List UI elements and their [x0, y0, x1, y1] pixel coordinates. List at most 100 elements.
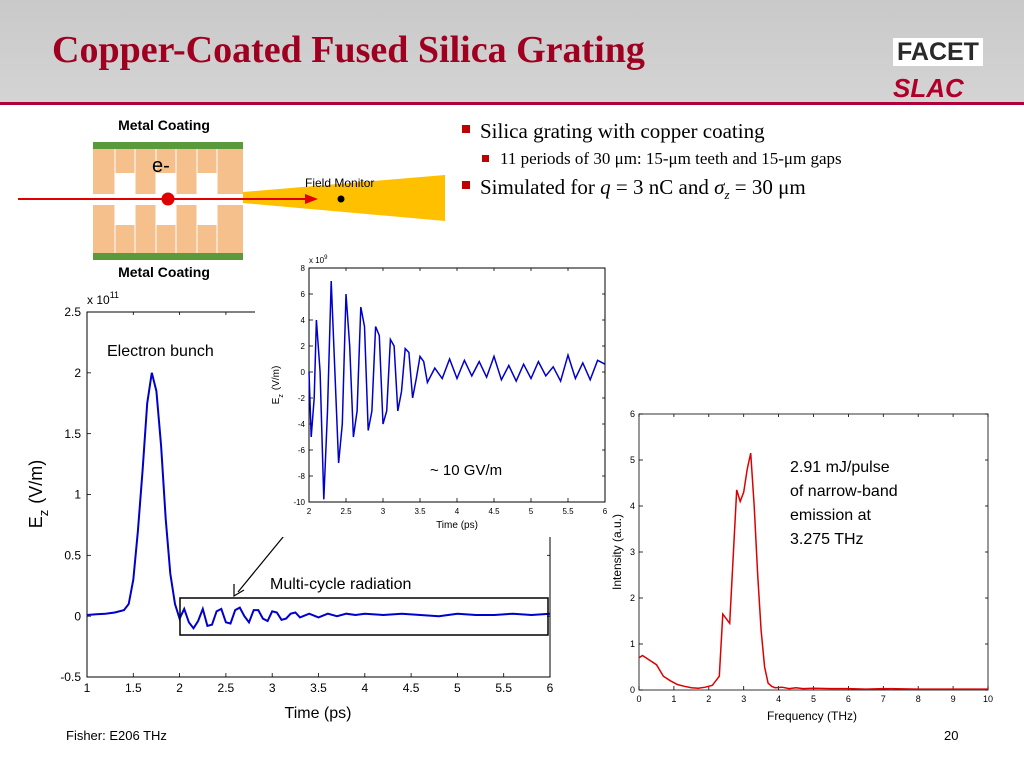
- spectrum-x-label: Frequency (THz): [767, 709, 857, 723]
- inset-series-line: [308, 280, 606, 500]
- svg-text:Ez(V/m): Ez(V/m): [271, 366, 285, 405]
- bullet-text-post: = 30 μm: [729, 175, 806, 199]
- bullet-item: Simulated for q = 3 nC and σz = 30 μm: [462, 172, 1002, 210]
- x-tick-label: 3.5: [310, 681, 327, 695]
- copper-coating-top: [93, 142, 243, 149]
- energy-annotation: 2.91 mJ/pulse of narrow-band emission at…: [790, 459, 898, 548]
- y-tick-label: 0: [630, 685, 635, 695]
- sigma-subscript: z: [724, 187, 730, 203]
- y-tick-label: 1: [74, 488, 81, 502]
- electron-label: e-: [152, 155, 170, 177]
- sub-bullet-item: 11 periods of 30 μm: 15-μm teeth and 15-…: [462, 146, 1002, 172]
- svg-text:of narrow-band: of narrow-band: [790, 483, 898, 500]
- y-tick-label: 0.5: [64, 549, 81, 563]
- bullet-marker-icon: [482, 155, 489, 162]
- grating-diagram: Metal Coating e- Field Monitor Metal Coa…: [18, 117, 445, 280]
- spectrum-series-line: [638, 452, 988, 690]
- spectrum-plot-frame: [638, 413, 989, 691]
- x-tick-label: 4.5: [403, 681, 420, 695]
- x-tick-label: 4: [776, 694, 781, 704]
- x-tick-label: 2: [307, 507, 312, 516]
- y-tick-label: 8: [301, 264, 306, 273]
- x-tick-label: 6: [603, 507, 608, 516]
- field-monitor-point: [337, 195, 345, 203]
- sub-bullet-text: 11 periods of 30 μm: 15-μm teeth and 15-…: [500, 149, 842, 168]
- y-tick-label: -10: [293, 498, 305, 507]
- x-tick-label: 3: [269, 681, 276, 695]
- y-tick-label: 2: [74, 366, 81, 380]
- y-tick-label: 2: [630, 593, 635, 603]
- x-tick-label: 5.5: [562, 507, 574, 516]
- y-tick-label: 6: [301, 290, 306, 299]
- x-tick-label: 2.5: [218, 681, 235, 695]
- x-tick-label: 2.5: [340, 507, 352, 516]
- y-tick-label: 2: [301, 342, 306, 351]
- spectrum-axis-ticks: 0 1 2 3 4 5 6 7 8 9 10 0 1 2 3 4 5 6: [630, 409, 993, 704]
- metal-coating-bottom-label: Metal Coating: [118, 264, 210, 280]
- y-tick-label: -4: [298, 420, 306, 429]
- main-y-exponent: x 1011: [87, 290, 119, 307]
- bullet-marker-icon: [462, 181, 470, 189]
- y-tick-label: -2: [298, 394, 306, 403]
- x-tick-label: 6: [846, 694, 851, 704]
- x-tick-label: 10: [983, 694, 993, 704]
- x-tick-label: 1: [84, 681, 91, 695]
- y-tick-label: -8: [298, 472, 306, 481]
- main-axis-ticks: 1 1.5 2 2.5 3 3.5 4 4.5 5 5.5 6 -0.5 0 0.5 1 1.5 2 2.5: [60, 305, 553, 695]
- y-tick-label: 5: [630, 455, 635, 465]
- field-strength-annotation: ~ 10 GV/m: [430, 462, 502, 479]
- y-tick-label: 0: [74, 609, 81, 623]
- electron-bunch-annotation: Electron bunch: [107, 343, 214, 360]
- main-series-line: [86, 372, 551, 631]
- bullet-list: Silica grating with copper coating 11 pe…: [462, 116, 1002, 210]
- charge-symbol: q: [600, 175, 611, 199]
- bullet-text: Silica grating with copper coating: [480, 119, 765, 143]
- arrowhead-icon: [233, 584, 245, 598]
- svg-text:emission at: emission at: [790, 507, 871, 524]
- bullet-item: Silica grating with copper coating: [462, 116, 1002, 146]
- slac-logo: SLAC: [893, 73, 964, 103]
- svg-text:Ez(V/m): Ez(V/m): [26, 460, 51, 529]
- spectrum-y-label: Intensity (a.u.): [610, 514, 624, 590]
- slide-title: Copper-Coated Fused Silica Grating: [52, 29, 645, 71]
- x-tick-label: 0: [636, 694, 641, 704]
- x-tick-label: 1.5: [125, 681, 142, 695]
- bullet-text-pre: Simulated for: [480, 175, 601, 199]
- y-tick-label: 1.5: [64, 427, 81, 441]
- x-tick-label: 5: [529, 507, 534, 516]
- x-tick-label: 7: [881, 694, 886, 704]
- x-tick-label: 3: [741, 694, 746, 704]
- x-tick-label: 9: [951, 694, 956, 704]
- x-tick-label: 6: [547, 681, 554, 695]
- x-tick-label: 2: [176, 681, 183, 695]
- electron-bunch-dot: [161, 192, 175, 206]
- facet-logo: FACET: [893, 38, 983, 66]
- main-y-label: Ez(V/m): [26, 460, 51, 529]
- footer-source: Fisher: E206 THz: [66, 728, 167, 743]
- inset-y-label: Ez(V/m): [271, 366, 285, 405]
- x-tick-label: 4: [361, 681, 368, 695]
- slide-header: [0, 0, 1024, 102]
- x-tick-label: 5: [811, 694, 816, 704]
- beam-arrowhead-icon: [305, 194, 318, 204]
- svg-text:2.91 mJ/pulse: 2.91 mJ/pulse: [790, 459, 890, 476]
- x-tick-label: 3.5: [414, 507, 426, 516]
- main-x-label: Time (ps): [285, 705, 352, 722]
- grating-bottom-teeth: [93, 205, 243, 253]
- x-tick-label: 3: [381, 507, 386, 516]
- x-tick-label: 8: [916, 694, 921, 704]
- y-tick-label: 4: [301, 316, 306, 325]
- field-monitor-label: Field Monitor: [305, 176, 374, 190]
- y-tick-label: 2.5: [64, 305, 81, 319]
- y-tick-label: 0: [301, 368, 306, 377]
- multi-cycle-annotation: Multi-cycle radiation: [270, 576, 411, 593]
- x-tick-label: 4.5: [488, 507, 500, 516]
- svg-text:3.275 THz: 3.275 THz: [790, 531, 864, 548]
- inset-y-exponent: x 109: [309, 255, 328, 265]
- header-divider: [0, 102, 1024, 105]
- x-tick-label: 5: [454, 681, 461, 695]
- radiation-highlight-box: [179, 597, 549, 636]
